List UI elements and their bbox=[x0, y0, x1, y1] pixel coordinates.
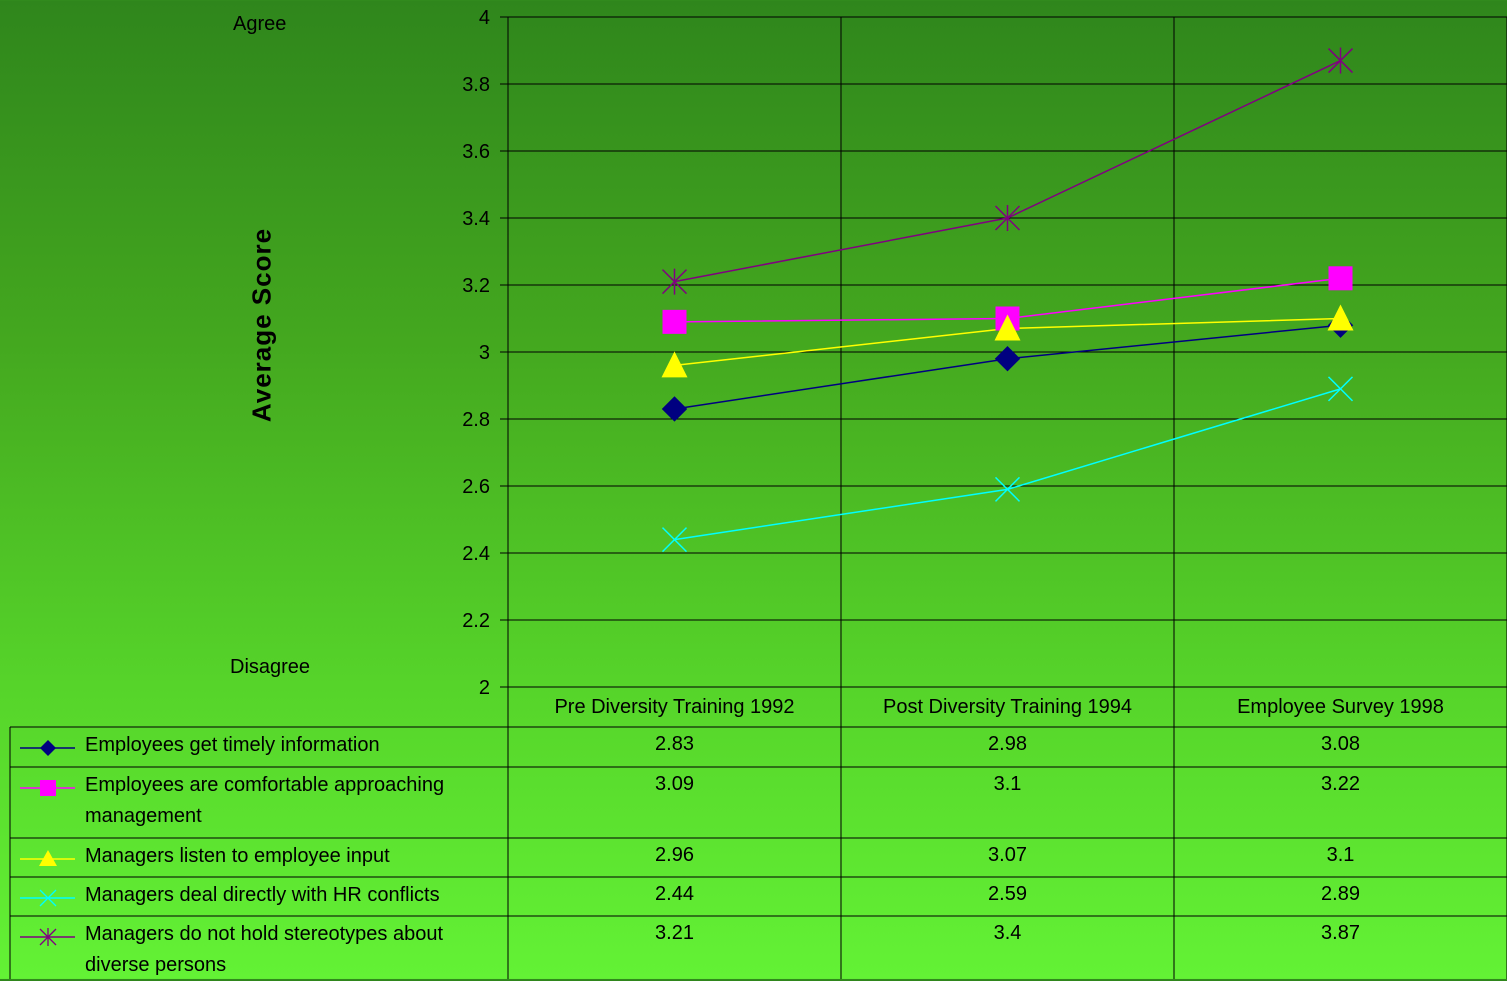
data-point-series-4 bbox=[1327, 376, 1354, 402]
data-point-series-5 bbox=[1327, 47, 1354, 74]
series-line-5 bbox=[674, 59, 1341, 283]
y-tick-label: 2.8 bbox=[462, 409, 490, 431]
y-tick-label: 3.8 bbox=[462, 74, 490, 96]
y-tick-label: 3 bbox=[479, 342, 490, 364]
data-point-series-3 bbox=[994, 314, 1021, 341]
data-point-series-3 bbox=[661, 351, 688, 378]
y-axis-title: Average Score bbox=[246, 227, 277, 423]
data-point-series-1 bbox=[994, 345, 1021, 372]
y-tick-label: 2.6 bbox=[462, 476, 490, 498]
y-tick-label: 2.2 bbox=[462, 610, 490, 632]
y-tick-label: 3.6 bbox=[462, 141, 490, 163]
y-tick-label: 4 bbox=[479, 7, 490, 29]
data-point-series-3 bbox=[1327, 304, 1354, 331]
agree-annotation: Agree bbox=[233, 13, 287, 35]
series-line-4 bbox=[674, 388, 1341, 541]
data-point-series-1 bbox=[661, 396, 688, 422]
y-tick-label: 3.2 bbox=[462, 275, 490, 297]
y-tick-label: 2.4 bbox=[462, 543, 490, 565]
disagree-annotation: Disagree bbox=[230, 656, 311, 678]
data-point-series-5 bbox=[661, 268, 688, 295]
y-tick-label: 2 bbox=[479, 677, 490, 699]
data-point-series-4 bbox=[994, 476, 1021, 502]
y-tick-label: 3.4 bbox=[462, 208, 490, 230]
data-point-series-5 bbox=[994, 205, 1021, 231]
data-point-series-2 bbox=[1328, 266, 1353, 291]
data-point-series-4 bbox=[661, 527, 688, 553]
data-point-series-2 bbox=[662, 309, 687, 334]
